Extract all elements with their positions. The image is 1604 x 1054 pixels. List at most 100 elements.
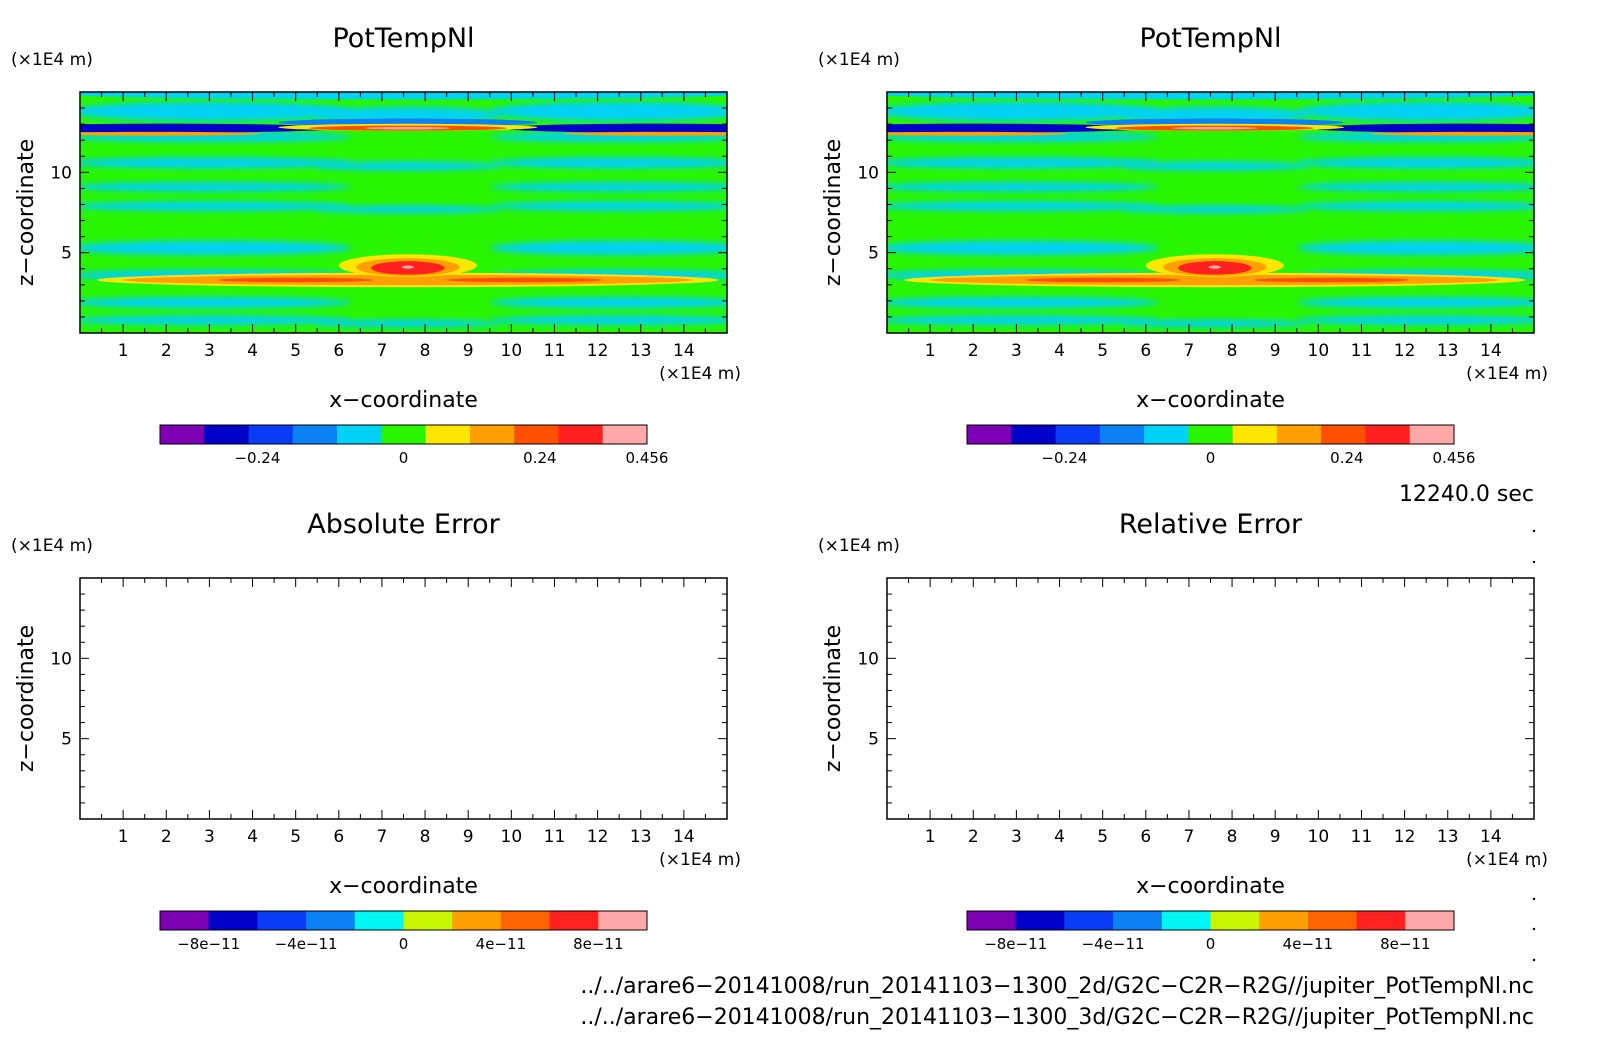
- x-tick-label: 11: [1351, 341, 1373, 361]
- cyan-band: [80, 201, 352, 211]
- colorbar-swatch: [160, 425, 205, 444]
- chart-panel-2: PotTempNl(×1E4 m)1 2 3 4 5 6 7 8 9 10 11 12 13 14510(…: [818, 23, 1548, 467]
- x-tick-label: 10: [501, 341, 523, 361]
- cyan-band: [1119, 161, 1310, 171]
- chart-title: Absolute Error: [307, 509, 500, 540]
- cyan-band: [887, 240, 1159, 256]
- x-tick-label: 4: [1054, 827, 1065, 847]
- lower-red-band: [1025, 277, 1181, 283]
- y-axis-label: z−coordinate: [821, 139, 846, 286]
- x-tick-label: 14: [673, 827, 695, 847]
- colorbar-swatch: [257, 911, 307, 930]
- empty-plot-area: [80, 578, 727, 819]
- cyan-band: [1119, 205, 1310, 214]
- colorbar-swatch: [306, 911, 356, 930]
- colorbar-tick-label: −8e−11: [177, 935, 240, 953]
- y-axis-ticks: [887, 593, 1534, 804]
- x-tick-label: 7: [1184, 341, 1195, 361]
- x-tick-label: 2: [161, 827, 172, 847]
- colorbar-swatch: [1259, 911, 1309, 930]
- x-tick-label: 13: [1437, 341, 1459, 361]
- colorbar-swatch: [469, 425, 515, 444]
- cyan-band: [1296, 240, 1534, 256]
- y-tick-label: 10: [857, 163, 879, 183]
- colorbar-frame: [159, 910, 648, 931]
- lower-pink-core: [401, 265, 414, 269]
- colorbar-swatch: [292, 425, 338, 444]
- x-tick-label: 12: [1394, 341, 1416, 361]
- colorbar-tick-label: 0: [399, 935, 409, 953]
- x-tick-label: 14: [1480, 827, 1502, 847]
- cyan-band: [489, 101, 727, 121]
- x-unit-label: (×1E4 m): [1466, 364, 1548, 384]
- colorbar-swatch: [452, 911, 502, 930]
- cyan-band: [80, 157, 352, 169]
- x-tick-label: 10: [501, 827, 523, 847]
- cyan-band: [489, 240, 727, 256]
- y-unit-label: (×1E4 m): [818, 50, 900, 70]
- cyan-band: [80, 296, 352, 309]
- y-axis-label: z−coordinate: [14, 625, 39, 772]
- colorbar-swatch: [549, 911, 599, 930]
- y-tick-label: 10: [50, 649, 72, 669]
- x-tick-label: 4: [247, 827, 258, 847]
- x-tick-label: 9: [1270, 827, 1281, 847]
- chart-title: PotTempNl: [332, 23, 474, 54]
- y-unit-label: (×1E4 m): [11, 536, 93, 556]
- x-tick-label: 13: [630, 827, 652, 847]
- colorbar-swatch: [160, 911, 210, 930]
- colorbar-swatch: [1144, 425, 1189, 444]
- lower-red-band: [218, 277, 374, 283]
- chart-panel-1: PotTempNl(×1E4 m)1 2 3 4 5 6 7 8 9 10 11 12 13 14510(…: [11, 23, 741, 467]
- upper-pink-core: [364, 126, 451, 130]
- lower-orange-band: [930, 274, 1500, 286]
- cyan-band: [1296, 181, 1534, 192]
- time-label: 12240.0 sec: [1399, 482, 1534, 507]
- x-tick-label: 3: [1011, 341, 1022, 361]
- file-path-1: ../../arare6−20141008/run_20141103−1300_…: [580, 974, 1534, 999]
- colorbar-tick-label: 8e−11: [573, 935, 623, 953]
- lower-red-band: [446, 277, 602, 283]
- x-tick-label: 1: [925, 827, 936, 847]
- cyan-band: [312, 205, 503, 214]
- x-tick-label: 3: [1011, 827, 1022, 847]
- x-tick-label: 6: [1140, 827, 1151, 847]
- x-axis-label: x−coordinate: [329, 874, 478, 899]
- y-unit-label: (×1E4 m): [818, 536, 900, 556]
- colorbar: −8e−11 −4e−11 0 4e−11 8e−11: [966, 910, 1455, 953]
- colorbar: −0.24 0 0.24 0.456: [966, 424, 1475, 467]
- x-tick-label: 14: [673, 341, 695, 361]
- colorbar-frame: [966, 910, 1455, 931]
- colorbar-swatch: [1405, 911, 1455, 930]
- x-tick-label: 3: [204, 341, 215, 361]
- colorbar-swatch: [967, 425, 1012, 444]
- colorbar-swatch: [1015, 911, 1065, 930]
- x-axis-ticks: [101, 92, 706, 333]
- colorbar-tick-label: 4e−11: [476, 935, 526, 953]
- x-tick-label: 5: [290, 341, 301, 361]
- colorbar-tick-label: 0: [399, 449, 409, 467]
- cyan-band: [489, 157, 727, 169]
- upper-orange-band: [1370, 131, 1534, 136]
- cyan-band: [80, 181, 352, 192]
- colorbar-swatch: [1113, 911, 1163, 930]
- colorbar-swatch: [1365, 425, 1411, 444]
- colorbar-tick-label: 0.24: [523, 449, 556, 467]
- y-tick-label: 10: [857, 649, 879, 669]
- x-tick-label: 14: [1480, 341, 1502, 361]
- colorbar-swatch: [1210, 911, 1260, 930]
- x-tick-label: 4: [1054, 341, 1065, 361]
- x-axis-label: x−coordinate: [1136, 388, 1285, 413]
- x-tick-label: 12: [1394, 827, 1416, 847]
- y-tick-label: 5: [868, 244, 879, 264]
- upper-blue-band: [1309, 123, 1534, 133]
- lower-pink-core: [1208, 265, 1221, 269]
- colorbar-swatch: [337, 425, 382, 444]
- cyan-band: [489, 315, 727, 325]
- colorbar-swatch: [248, 425, 294, 444]
- x-tick-label: 10: [1308, 827, 1330, 847]
- chart-panel-4: Relative Error(×1E4 m)1 2 3 4 5 6 7 8 9 10 11 12 13 1…: [818, 509, 1548, 953]
- upper-blue-band: [887, 123, 1146, 133]
- cyan-band: [887, 296, 1159, 309]
- x-tick-label: 9: [1270, 341, 1281, 361]
